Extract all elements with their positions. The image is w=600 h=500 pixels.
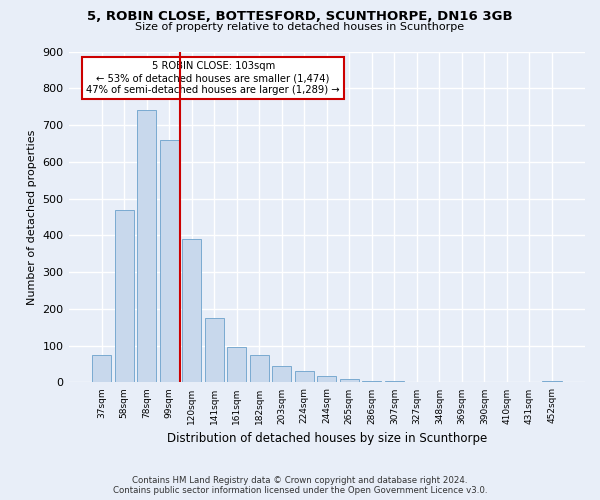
Bar xyxy=(272,366,292,382)
Bar xyxy=(137,110,156,382)
Bar xyxy=(115,210,134,382)
Y-axis label: Number of detached properties: Number of detached properties xyxy=(27,130,37,304)
Bar xyxy=(362,380,382,382)
X-axis label: Distribution of detached houses by size in Scunthorpe: Distribution of detached houses by size … xyxy=(167,432,487,445)
Bar xyxy=(542,380,562,382)
Bar xyxy=(340,379,359,382)
Bar xyxy=(92,355,111,382)
Bar xyxy=(317,376,337,382)
Bar xyxy=(295,370,314,382)
Text: 5 ROBIN CLOSE: 103sqm
← 53% of detached houses are smaller (1,474)
47% of semi-d: 5 ROBIN CLOSE: 103sqm ← 53% of detached … xyxy=(86,62,340,94)
Text: Contains HM Land Registry data © Crown copyright and database right 2024.
Contai: Contains HM Land Registry data © Crown c… xyxy=(113,476,487,495)
Bar xyxy=(250,355,269,382)
Bar xyxy=(160,140,179,382)
Bar xyxy=(227,347,246,382)
Bar xyxy=(182,239,201,382)
Text: 5, ROBIN CLOSE, BOTTESFORD, SCUNTHORPE, DN16 3GB: 5, ROBIN CLOSE, BOTTESFORD, SCUNTHORPE, … xyxy=(87,10,513,23)
Bar xyxy=(205,318,224,382)
Text: Size of property relative to detached houses in Scunthorpe: Size of property relative to detached ho… xyxy=(136,22,464,32)
